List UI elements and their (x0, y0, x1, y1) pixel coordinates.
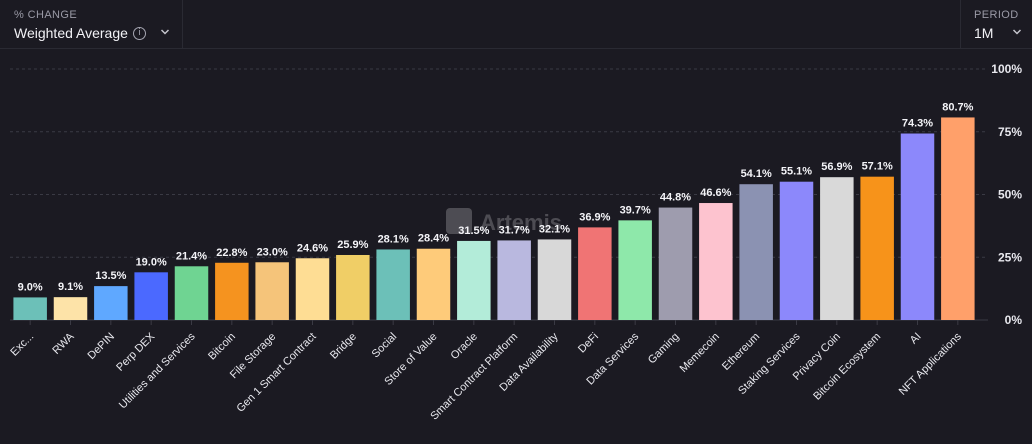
data-label: 46.6% (700, 187, 731, 199)
bar[interactable] (497, 240, 531, 320)
data-label: 28.4% (418, 233, 449, 245)
bar[interactable] (174, 266, 209, 320)
bar[interactable] (900, 133, 935, 320)
data-label: 19.0% (136, 256, 167, 268)
data-label: 9.0% (18, 281, 43, 293)
period-selector[interactable]: PERIOD 1M (960, 0, 1032, 48)
data-label: 24.6% (297, 242, 328, 254)
bar[interactable] (53, 297, 88, 320)
bar[interactable] (376, 249, 410, 320)
bar[interactable] (739, 184, 773, 320)
x-tick-label: Exc... (8, 331, 36, 359)
data-label: 22.8% (216, 247, 247, 259)
data-label: 44.8% (660, 192, 691, 204)
bar[interactable] (860, 176, 894, 320)
y-tick-label: 0% (1005, 313, 1023, 327)
bar[interactable] (618, 220, 652, 320)
x-tick-label: Ethereum (720, 331, 762, 373)
bar[interactable] (457, 240, 491, 320)
metric-value: Weighted Average (14, 25, 128, 41)
y-tick-label: 50% (998, 188, 1022, 202)
x-tick-label: Bridge (328, 331, 359, 362)
bar[interactable] (699, 203, 733, 320)
bar[interactable] (94, 286, 128, 320)
x-tick-label: Oracle (449, 331, 480, 362)
y-axis: 0% 25% 50% 75% 100% (991, 62, 1022, 327)
data-label: 9.1% (58, 281, 83, 293)
bar[interactable] (537, 239, 572, 320)
data-label: 55.1% (781, 166, 812, 178)
watermark: Artemis (446, 208, 562, 235)
y-tick-label: 25% (998, 250, 1022, 264)
x-tick-label: NFT Applications (897, 330, 964, 397)
bar[interactable] (658, 207, 693, 320)
bar[interactable] (134, 272, 168, 320)
data-label: 74.3% (902, 118, 933, 130)
chevron-down-icon[interactable] (160, 28, 170, 36)
x-tick-label: DePIN (86, 331, 117, 362)
data-label: 80.7% (942, 101, 973, 113)
bar[interactable] (336, 254, 370, 320)
watermark-text: Artemis (480, 210, 562, 235)
x-tick-label: Social (370, 331, 400, 361)
data-label: 28.1% (378, 233, 409, 245)
data-label: 21.4% (176, 250, 207, 262)
data-label: 39.7% (620, 204, 651, 216)
data-label: 36.9% (579, 211, 610, 223)
bar[interactable] (779, 181, 814, 320)
data-label: 23.0% (257, 246, 288, 258)
bar[interactable] (578, 227, 612, 320)
data-label: 25.9% (337, 239, 368, 251)
x-tick-label: Gen 1 Smart Contract (234, 331, 318, 415)
data-label: 31.5% (458, 225, 489, 237)
data-label: 54.1% (741, 168, 772, 180)
metric-selector[interactable]: % CHANGE Weighted Average i (0, 0, 183, 48)
x-tick-label: AI (908, 331, 924, 347)
chevron-down-icon[interactable] (1012, 28, 1022, 36)
data-label: 13.5% (95, 270, 126, 282)
metric-caption: % CHANGE (14, 9, 78, 21)
y-tick-label: 75% (998, 125, 1022, 139)
data-label: 32.1% (539, 223, 570, 235)
data-label: 56.9% (821, 161, 852, 173)
bar[interactable] (941, 117, 975, 321)
chart-header: % CHANGE Weighted Average i PERIOD 1M (0, 0, 1032, 49)
x-tick-label: Memecoin (678, 331, 722, 375)
x-tick-label: Bitcoin (206, 331, 238, 363)
bar-chart: Artemis 9.0% 9.1% 13.5% 19.0% 21.4% 22.8% 23.0… (8, 62, 1022, 423)
bars: 9.0% 9.1% 13.5% 19.0% 21.4% 22.8% 23.0% 24.6% 25… (13, 101, 975, 321)
data-label: 57.1% (862, 161, 893, 173)
bar[interactable] (820, 177, 854, 320)
bar[interactable] (255, 262, 289, 320)
bar[interactable] (295, 258, 330, 320)
bar[interactable] (416, 248, 451, 320)
bar[interactable] (13, 297, 47, 320)
x-tick-label: Utilities and Services (117, 330, 198, 411)
bar[interactable] (215, 262, 249, 320)
info-icon[interactable]: i (133, 27, 146, 40)
data-label: 31.7% (499, 224, 530, 236)
x-tick-label: Gaming (646, 331, 682, 367)
x-tick-label: DeFi (576, 331, 601, 356)
y-tick-label: 100% (991, 62, 1022, 76)
period-caption: PERIOD (974, 9, 1019, 21)
x-tick-label: Bitcoin Ecosystem (811, 331, 883, 403)
period-value: 1M (974, 25, 994, 41)
x-tick-label: RWA (50, 330, 77, 357)
